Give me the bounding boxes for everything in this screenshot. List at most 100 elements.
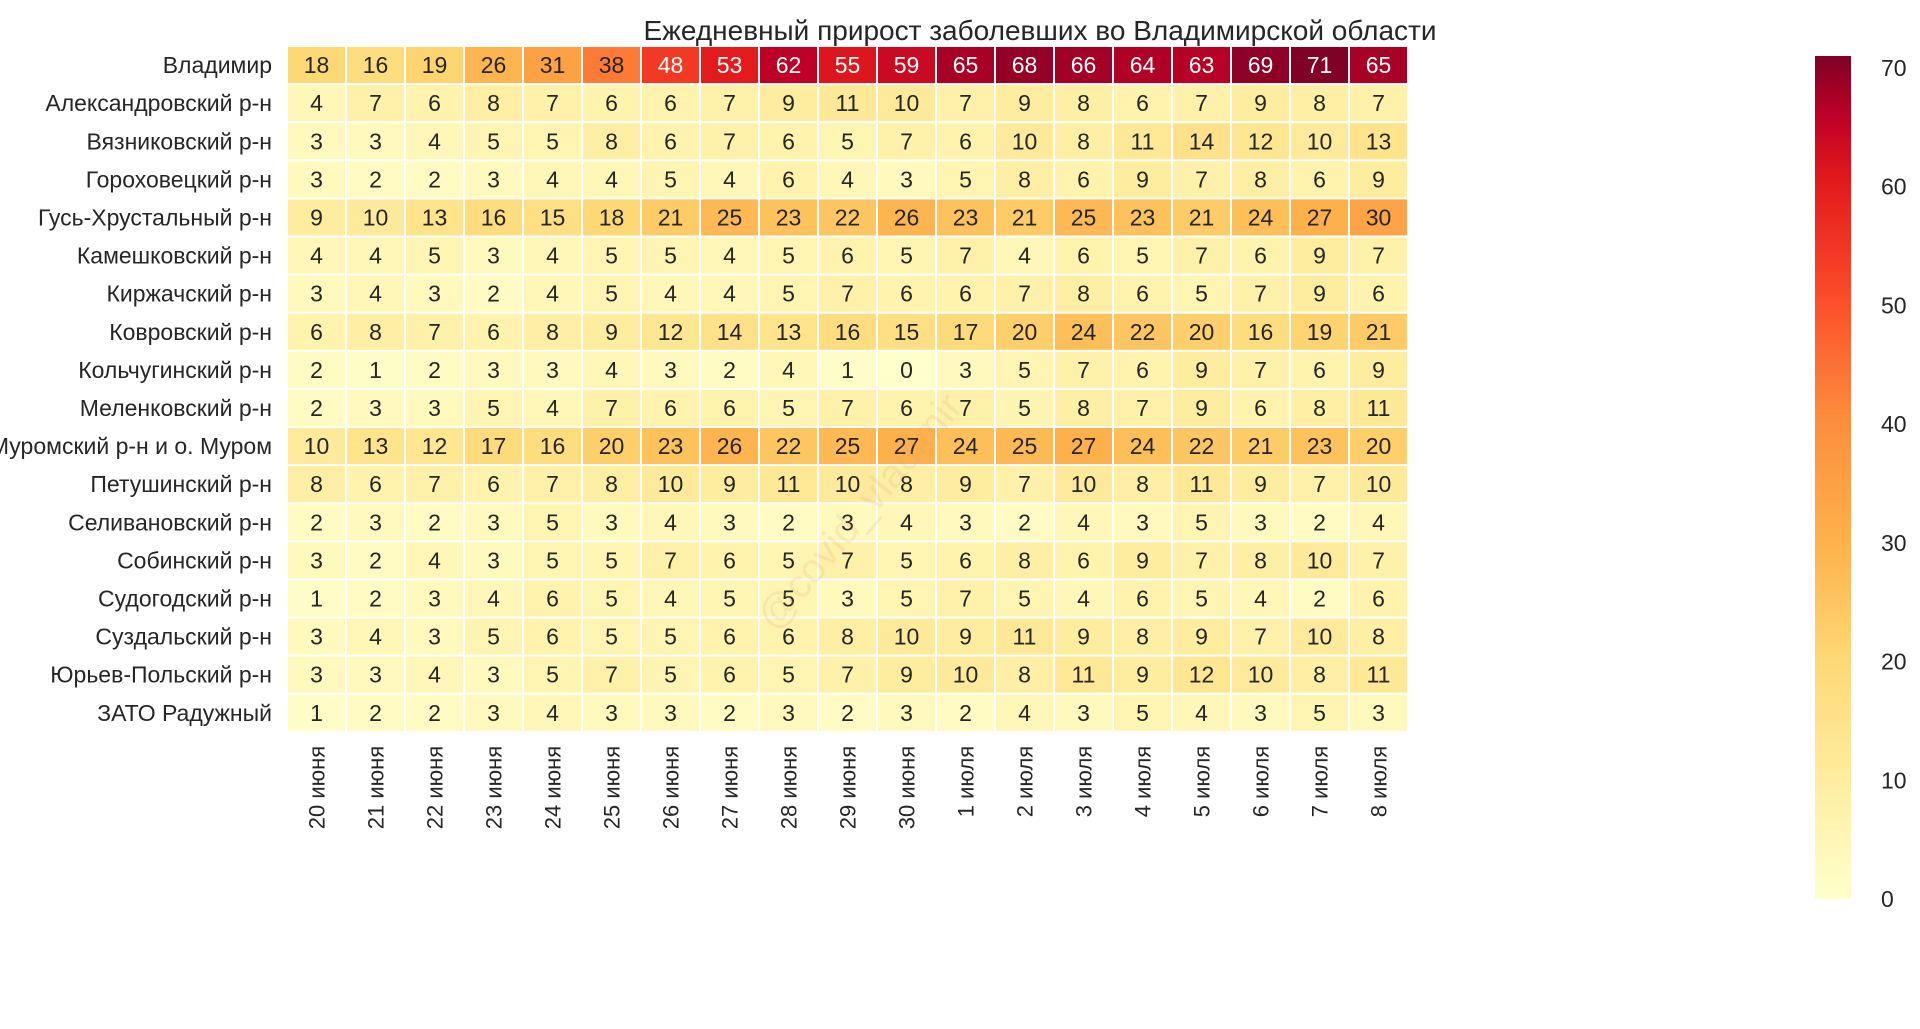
cell-value-label: 5 [1018,357,1031,383]
heatmap-cell [996,161,1053,198]
cell-value-label: 3 [487,166,500,192]
heatmap-cell [642,428,699,465]
heatmap-cell [878,542,935,579]
heatmap-cell [347,85,404,122]
column-labels: 20 июня 21 июня 22 июня 23 июня 24 июня 25 ию… [305,746,1392,829]
cell-value-label: 5 [605,624,618,650]
cell-value-label: 16 [835,319,861,345]
cell-value-label: 30 [1366,204,1392,230]
cell-value-label: 3 [428,395,441,421]
cell-value-label: 9 [1254,90,1267,116]
colorbar-gradient [1815,56,1851,899]
column-label: 1 июля [954,746,979,817]
cell-value-label: 2 [1313,585,1326,611]
heatmap-cell [347,237,404,274]
heatmap-cell [1232,694,1289,731]
heatmap-cell [996,47,1053,84]
colorbar-tick-label: 0 [1881,886,1894,912]
colorbar-tick-label: 20 [1881,649,1907,675]
heatmap-cell [1173,656,1230,693]
cell-value-label: 11 [1367,662,1391,688]
cell-value-label: 3 [487,357,500,383]
cell-value-label: 9 [1136,547,1149,573]
cell-value-label: 7 [1077,357,1090,383]
heatmap-cell [701,313,758,350]
cell-value-label: 9 [1313,281,1326,307]
cell-value-label: 8 [1077,395,1090,421]
heatmap-cell [583,85,640,122]
cell-value-label: 5 [546,547,559,573]
heatmap-cell [406,618,463,655]
heatmap-cell [937,85,994,122]
heatmap-cell [760,389,817,426]
cell-value-label: 1 [841,357,854,383]
cell-value-label: 8 [1077,90,1090,116]
cell-value-label: 4 [1077,585,1090,611]
heatmap-cell [878,694,935,731]
cell-value-label: 6 [959,547,972,573]
heatmap-cell [1055,237,1112,274]
cell-value-label: 8 [900,471,913,497]
heatmap-cell [878,47,935,84]
heatmap-cell [1173,618,1230,655]
cell-value-label: 10 [894,90,920,116]
row-label: Владимир [163,52,272,78]
heatmap-cell [760,428,817,465]
cell-value-label: 13 [1366,128,1392,154]
cell-value-label: 6 [1313,357,1326,383]
heatmap-cell [937,313,994,350]
cell-value-label: 3 [487,243,500,269]
cell-value-label: 3 [310,281,323,307]
heatmap-cell [701,542,758,579]
cell-value-label: 11 [836,90,860,116]
heatmap-cell [878,580,935,617]
heatmap-cell [1291,275,1348,312]
heatmap-cell [996,618,1053,655]
heatmap-cell [1114,351,1171,388]
column-label: 5 июля [1190,746,1215,817]
row-label: Камешковский р-н [77,243,272,269]
cell-value-label: 22 [835,204,861,230]
heatmap-cell [1114,542,1171,579]
cell-value-label: 2 [428,357,441,383]
cell-value-label: 23 [953,204,979,230]
heatmap-cell [1055,542,1112,579]
heatmap-cell [288,275,345,312]
heatmap-cell [760,199,817,236]
cell-value-label: 5 [487,624,500,650]
cell-value-label: 3 [546,357,559,383]
heatmap-cell [288,428,345,465]
heatmap-cell [1173,694,1230,731]
cell-value-label: 5 [605,281,618,307]
heatmap-cell [642,161,699,198]
cell-value-label: 0 [900,357,913,383]
heatmap-cell [1055,123,1112,160]
cell-value-label: 7 [959,585,972,611]
heatmap-cell [347,313,404,350]
heatmap-cell [1232,656,1289,693]
heatmap-cell [701,237,758,274]
row-label: Киржачский р-н [107,281,273,307]
cell-value-label: 12 [1189,662,1215,688]
heatmap-cell [1114,428,1171,465]
cell-value-label: 55 [835,52,861,78]
row-labels: Владимир Александровский р-н Вязниковский … [0,52,272,726]
cell-value-label: 6 [1136,585,1149,611]
cell-value-label: 4 [900,509,913,535]
heatmap-cell [347,199,404,236]
cell-value-label: 2 [841,700,854,726]
cell-value-label: 9 [1136,166,1149,192]
heatmap-cell [1055,428,1112,465]
heatmap-cell [583,275,640,312]
heatmap-cell [465,542,522,579]
cell-value-label: 3 [664,357,677,383]
cell-value-label: 4 [310,90,323,116]
cell-value-label: 4 [1254,585,1267,611]
cell-value-label: 8 [1077,281,1090,307]
heatmap-cell [1350,428,1407,465]
cell-value-label: 3 [310,662,323,688]
cell-value-label: 8 [369,319,382,345]
heatmap-cell [996,275,1053,312]
cell-value-label: 9 [723,471,736,497]
heatmap-cell [642,199,699,236]
